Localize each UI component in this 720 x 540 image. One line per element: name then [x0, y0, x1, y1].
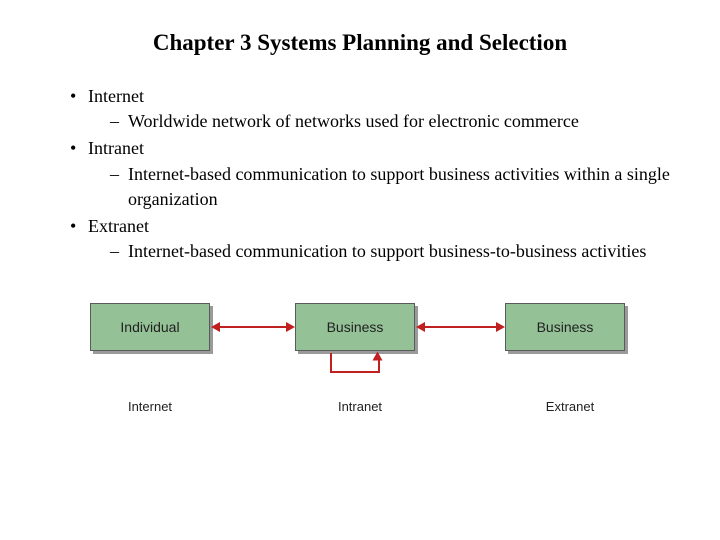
- slide-title: Chapter 3 Systems Planning and Selection: [50, 30, 670, 56]
- diagram-box-business-2: Business: [505, 303, 625, 351]
- network-diagram: Individual Business Business Internet In…: [80, 289, 640, 429]
- arrow-head-left-icon: [416, 322, 425, 332]
- arrow-line: [330, 371, 380, 373]
- bullet-term: Extranet: [88, 216, 149, 236]
- arrow-head-right-icon: [286, 322, 295, 332]
- diagram-caption: Intranet: [335, 399, 385, 414]
- sub-list: Internet-based communication to support …: [88, 239, 670, 264]
- diagram-box-business-1: Business: [295, 303, 415, 351]
- sub-list: Worldwide network of networks used for e…: [88, 109, 670, 134]
- arrow-head-left-icon: [211, 322, 220, 332]
- sub-list: Internet-based communication to support …: [88, 162, 670, 212]
- arrow-head-up-icon: [373, 352, 383, 361]
- diagram-caption: Internet: [125, 399, 175, 414]
- sub-item: Worldwide network of networks used for e…: [110, 109, 670, 134]
- bullet-item: Internet Worldwide network of networks u…: [70, 84, 670, 134]
- sub-item: Internet-based communication to support …: [110, 162, 670, 212]
- bullet-item: Extranet Internet-based communication to…: [70, 214, 670, 264]
- bullet-term: Intranet: [88, 138, 144, 158]
- arrow-line: [424, 326, 497, 328]
- bullet-item: Intranet Internet-based communication to…: [70, 136, 670, 212]
- arrow-line: [219, 326, 287, 328]
- bullet-list: Internet Worldwide network of networks u…: [50, 84, 670, 264]
- diagram-box-individual: Individual: [90, 303, 210, 351]
- arrow-head-right-icon: [496, 322, 505, 332]
- arrow-line: [330, 353, 332, 373]
- diagram-caption: Extranet: [545, 399, 595, 414]
- bullet-term: Internet: [88, 86, 144, 106]
- slide: Chapter 3 Systems Planning and Selection…: [0, 0, 720, 449]
- sub-item: Internet-based communication to support …: [110, 239, 670, 264]
- arrow-line: [378, 359, 380, 373]
